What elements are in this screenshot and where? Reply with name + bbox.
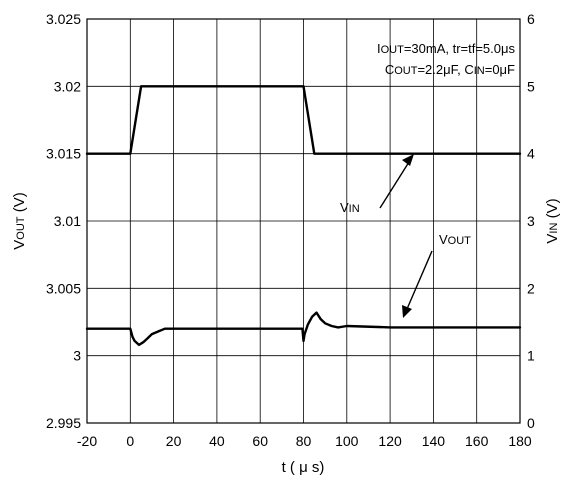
vout-arrow-head [402, 305, 412, 318]
series-line-vin [85, 85, 522, 155]
y-right-tick-label: 3 [527, 213, 535, 229]
y-right-tick-label: 2 [527, 280, 535, 296]
vin-arrow-line [379, 161, 410, 209]
y-right-tick-labels: 0 1 2 3 4 5 6 [527, 11, 535, 431]
vin-arrow-head [402, 154, 414, 166]
x-tick-label: -20 [77, 433, 97, 449]
y-left-tick-label: 3.025 [46, 11, 81, 27]
x-tick-label: 140 [422, 433, 446, 449]
x-tick-label: 100 [335, 433, 359, 449]
y-left-tick-label: 3.015 [46, 146, 81, 162]
y-right-tick-label: 6 [527, 11, 535, 27]
annotation-line-1: IOUT=30mA, tr=tf=5.0μs [377, 41, 516, 56]
y-left-tick-label: 3.01 [54, 213, 81, 229]
x-tick-label: 80 [296, 433, 312, 449]
y-right-tick-label: 1 [527, 348, 535, 364]
vout-arrow-line [406, 250, 433, 310]
y-left-axis-label: VOUT (V) [11, 192, 28, 249]
x-axis-label: t ( μ s) [282, 459, 325, 476]
x-tick-label: 0 [126, 433, 134, 449]
y-left-tick-labels: 2.995 3 3.005 3.01 3.015 3.02 3.025 [46, 11, 81, 431]
vin-series-label: VIN [340, 200, 360, 215]
x-tick-label: 160 [465, 433, 489, 449]
x-tick-label: 40 [209, 433, 225, 449]
x-tick-labels: -20 0 20 40 60 80 100 120 140 160 180 [77, 433, 532, 449]
y-left-tick-label: 2.995 [46, 415, 81, 431]
y-left-tick-label: 3 [73, 348, 81, 364]
y-left-tick-label: 3.02 [54, 78, 81, 94]
plot-frame [86, 18, 521, 424]
vout-series-label: VOUT [439, 232, 471, 247]
y-right-tick-label: 5 [527, 78, 535, 94]
series-layer [85, 85, 522, 347]
x-tick-label: 20 [166, 433, 182, 449]
y-left-tick-label: 3.005 [46, 280, 81, 296]
series-line-vout [85, 311, 522, 347]
y-right-axis-label: VIN (V) [544, 198, 561, 243]
x-tick-label: 60 [252, 433, 268, 449]
y-right-tick-label: 4 [527, 146, 535, 162]
x-tick-label: 120 [378, 433, 402, 449]
annotation-line-2: COUT=2.2μF, CIN=0μF [385, 62, 515, 77]
x-tick-label: 180 [508, 433, 532, 449]
y-right-tick-label: 0 [527, 415, 535, 431]
